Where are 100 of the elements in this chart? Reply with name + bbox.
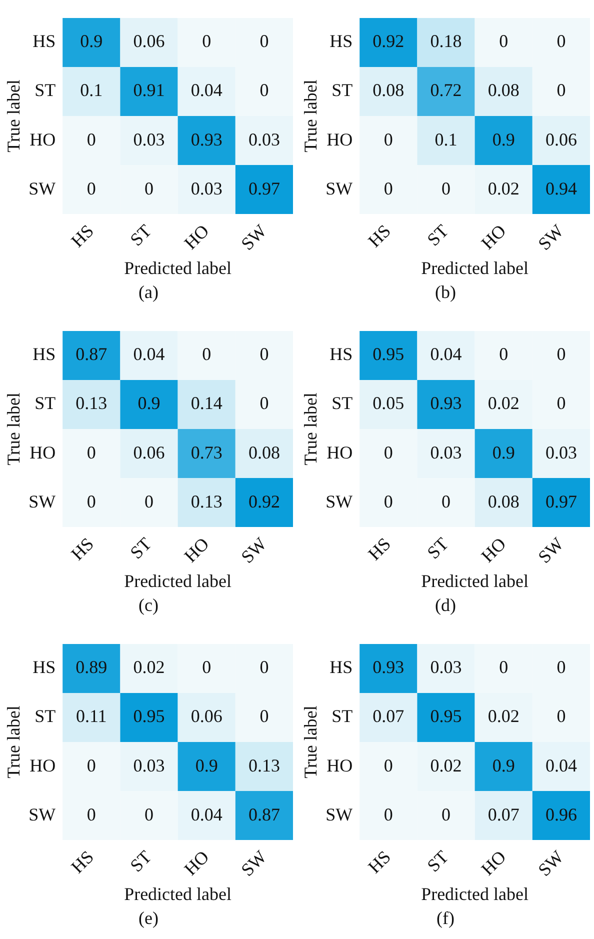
data-label: 0 — [202, 344, 212, 364]
data-label: 0.9 — [80, 31, 103, 52]
data-label: 0.87 — [248, 804, 280, 824]
data-label: 0 — [384, 491, 393, 512]
x-tick-label: HS — [67, 846, 98, 878]
x-tick-label: ST — [423, 846, 452, 876]
x-tick-label: HS — [67, 534, 98, 564]
data-label: 0.97 — [545, 491, 577, 512]
data-label: 0 — [260, 706, 269, 726]
data-label: 0.18 — [430, 31, 462, 52]
x-tick-label: HO — [477, 534, 510, 566]
data-label: 0.87 — [76, 344, 108, 364]
data-label: 0.72 — [430, 80, 462, 100]
data-label: 0.93 — [430, 393, 462, 414]
data-label: 0.11 — [76, 706, 107, 726]
data-label: 0 — [442, 178, 450, 198]
data-label: 0.14 — [190, 393, 222, 414]
data-label: 0 — [202, 31, 212, 52]
data-label: 0.02 — [488, 178, 520, 198]
data-label: 0.07 — [488, 804, 520, 824]
data-label: 0.03 — [430, 657, 462, 678]
y-tick-label: HO — [30, 129, 56, 150]
data-label: 0 — [260, 31, 269, 52]
data-label: 0.9 — [138, 393, 160, 414]
data-label: 0 — [384, 755, 393, 776]
data-label: 0 — [556, 706, 566, 726]
y-tick-label: HS — [330, 344, 353, 364]
x-tick-label: HS — [364, 220, 395, 252]
data-label: 0.9 — [492, 442, 515, 462]
y-tick-label: ST — [34, 80, 56, 100]
data-label: 0.94 — [545, 178, 577, 198]
y-tick-label: ST — [332, 706, 353, 726]
data-label: 0 — [442, 804, 450, 824]
y-tick-label: SW — [326, 491, 353, 512]
data-label: 0.95 — [133, 706, 165, 726]
data-label: 0 — [556, 657, 566, 678]
data-label: 0.02 — [430, 755, 462, 776]
x-tick-label: HO — [180, 846, 213, 880]
data-label: 0.06 — [545, 129, 577, 150]
data-label: 0.89 — [76, 657, 108, 678]
x-tick-label: ST — [126, 846, 156, 876]
data-label: 0.02 — [133, 657, 165, 678]
x-axis-title: Predicted label — [421, 884, 529, 904]
data-label: 0 — [86, 129, 96, 150]
y-tick-label: HS — [330, 657, 353, 678]
text: (b) — [434, 282, 457, 303]
y-tick-label: HO — [326, 129, 353, 150]
y-axis-title: True label — [4, 706, 24, 778]
data-label: 0.03 — [133, 129, 165, 150]
text: (e) — [138, 908, 160, 929]
x-tick-label: SW — [534, 846, 568, 880]
x-tick-label: HS — [364, 846, 395, 878]
data-label: 0.93 — [190, 129, 222, 150]
data-label: 0.03 — [248, 129, 280, 150]
x-tick-label: SW — [534, 220, 568, 254]
x-axis-title: Predicted label — [124, 258, 232, 278]
data-label: 0 — [86, 178, 96, 198]
data-label: 0 — [86, 442, 96, 462]
data-label: 0.13 — [76, 393, 108, 414]
y-tick-label: HS — [330, 31, 353, 52]
data-label: 0.08 — [248, 442, 280, 462]
y-tick-label: SW — [28, 178, 56, 198]
data-label: 0.9 — [492, 129, 515, 150]
data-label: 0.02 — [488, 393, 520, 414]
data-label: 0 — [260, 393, 269, 414]
y-tick-label: HO — [326, 442, 353, 462]
data-label: 0 — [556, 344, 566, 364]
text: (c) — [138, 595, 160, 616]
y-tick-label: ST — [34, 393, 56, 414]
x-tick-label: SW — [237, 534, 270, 567]
data-label: 0 — [384, 178, 393, 198]
x-tick-label: HS — [67, 220, 98, 252]
x-tick-label: HS — [364, 534, 395, 564]
x-axis-title: Predicted label — [421, 570, 529, 591]
data-label: 0 — [384, 442, 393, 462]
data-label: 0.97 — [248, 178, 280, 198]
x-tick-label: SW — [534, 534, 568, 567]
data-label: 0.03 — [430, 442, 462, 462]
data-label: 0.06 — [133, 31, 165, 52]
y-axis-title: True label — [300, 80, 321, 152]
data-label: 0.04 — [430, 344, 462, 364]
data-label: 0.92 — [372, 31, 404, 52]
data-label: 0 — [499, 657, 508, 678]
x-tick-label: ST — [423, 534, 452, 563]
data-label: 0 — [384, 804, 393, 824]
data-label: 0.04 — [190, 804, 222, 824]
y-axis-title: True label — [300, 706, 321, 778]
data-label: 0 — [86, 755, 96, 776]
data-label: 0.03 — [545, 442, 577, 462]
y-tick-label: HO — [30, 442, 56, 462]
data-label: 0.96 — [545, 804, 577, 824]
y-tick-label: HS — [32, 31, 56, 52]
data-label: 0 — [556, 80, 566, 100]
y-tick-label: ST — [332, 80, 353, 100]
data-label: 0.03 — [190, 178, 222, 198]
data-label: 0 — [144, 178, 154, 198]
y-tick-label: SW — [28, 491, 56, 512]
data-label: 0.13 — [248, 755, 280, 776]
x-tick-label: ST — [126, 534, 156, 563]
data-label: 0 — [260, 344, 269, 364]
